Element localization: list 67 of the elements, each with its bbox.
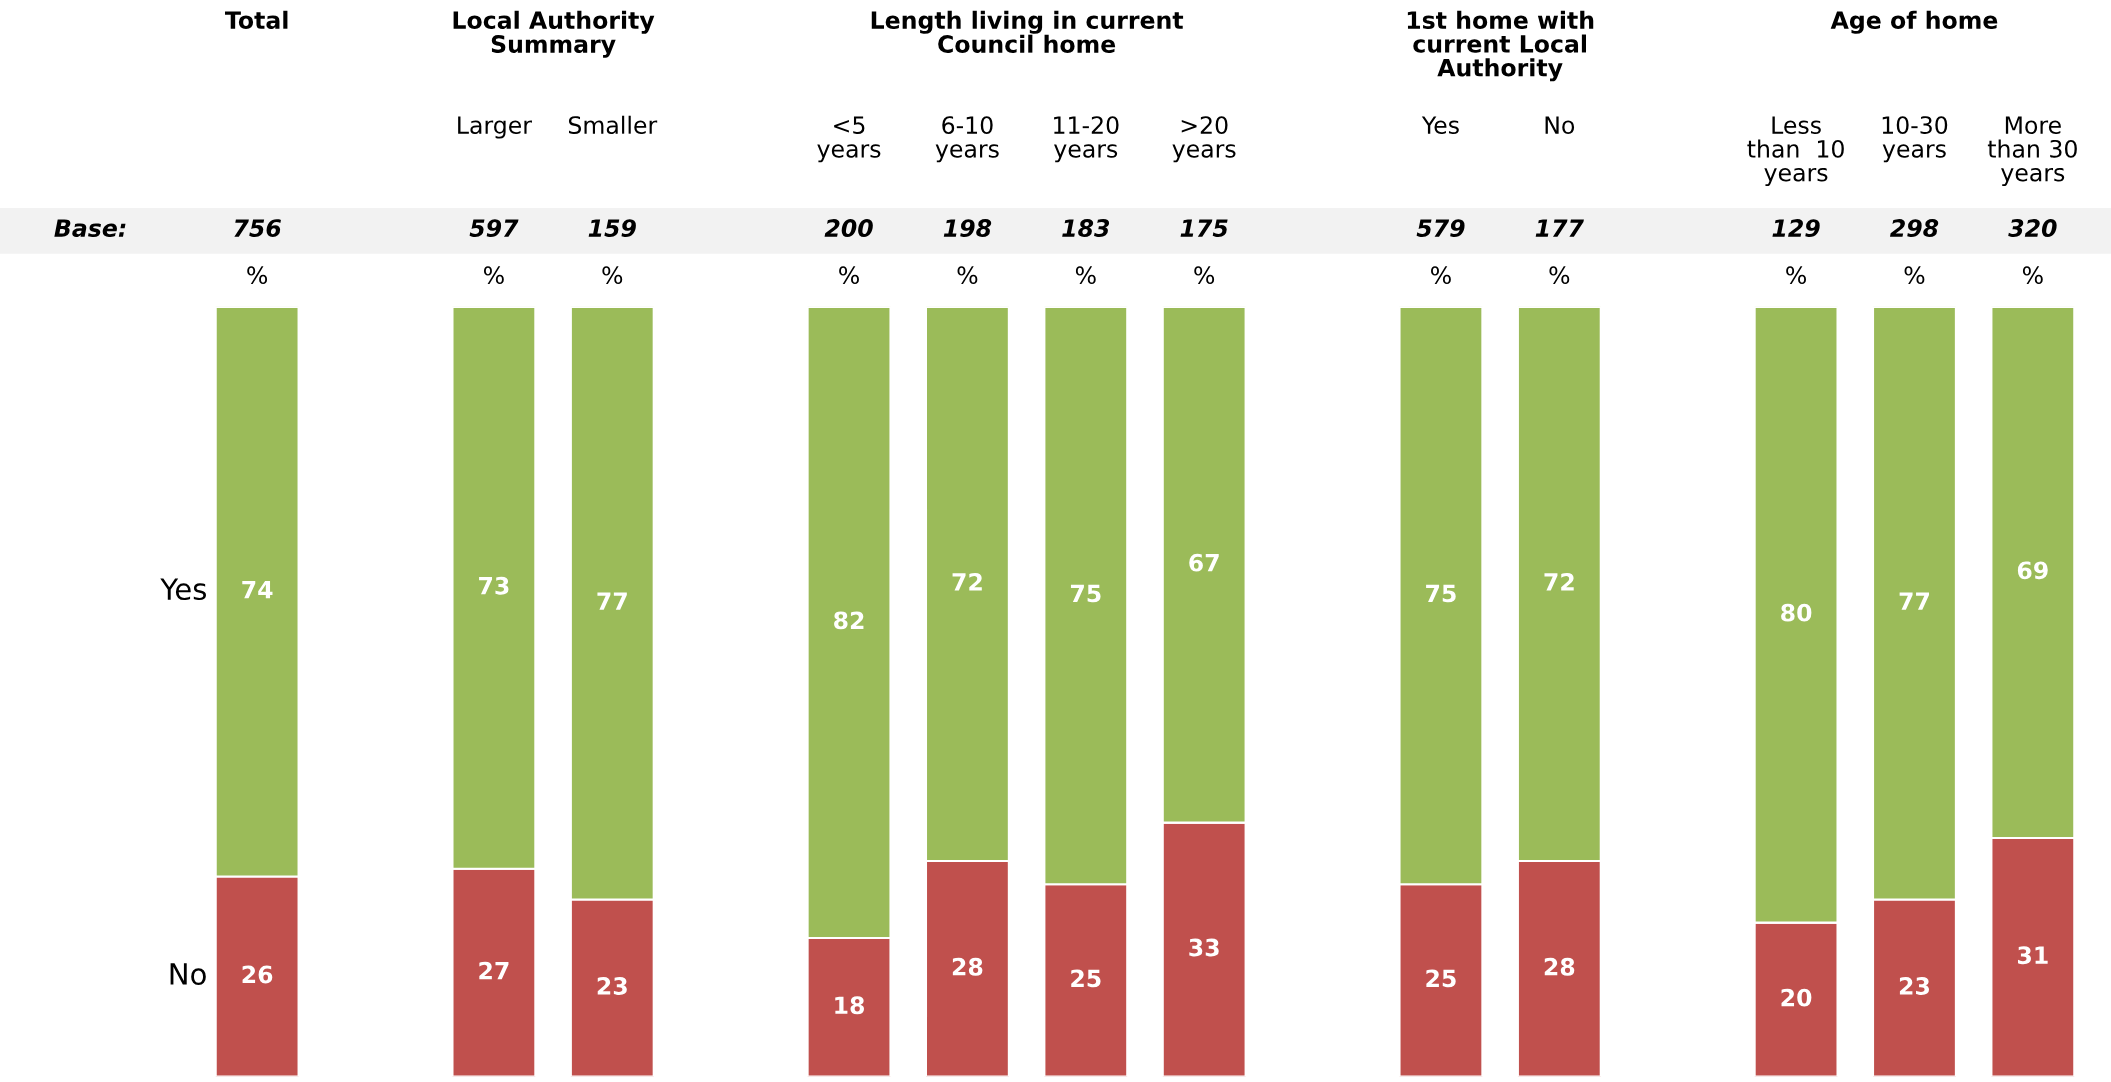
data-label: 25 [1426,969,1456,988]
x-tick-label: <5 years [817,116,881,163]
text: 298 [1890,219,1939,237]
text: 200 [824,219,873,237]
data-label: 31 [2018,946,2048,965]
text: Age of home [1830,10,1998,34]
text: % [957,266,978,285]
x-tick-label: Less than 10 years [1747,116,1844,187]
text: 175 [1180,219,1228,237]
text: 579 [1416,219,1465,237]
data-label: 23 [1899,977,1930,995]
text: Total [225,10,288,30]
data-label: 77 [597,592,627,610]
x-tick-label: Smaller [568,115,658,135]
text: % [483,266,504,285]
text: 177 [1535,219,1584,237]
text: % [1075,266,1096,285]
data-label: 82 [834,611,864,630]
text: % [1194,266,1215,285]
data-label: 80 [1781,603,1812,622]
data-label: 28 [1544,957,1575,976]
x-tick-label: More than 30 years [1987,116,2077,187]
text: 1st home with current Local Authority [1407,10,1594,82]
x-tick-label: 10-30 years [1882,116,1948,163]
data-label: 20 [1781,988,1812,1007]
text: Length living in current Council home [871,10,1184,53]
data-label: 28 [952,957,983,976]
data-label: 69 [2017,561,2048,580]
data-label: 77 [1899,592,1930,610]
x-tick-label: Larger [458,116,532,139]
text: 597 [469,219,519,237]
data-label: 67 [1189,553,1219,572]
text: % [1904,266,1925,285]
text: 198 [943,219,992,237]
data-label: 75 [1426,584,1456,603]
text: % [839,266,859,285]
data-label: 73 [479,576,509,595]
text: 183 [1062,219,1110,237]
data-label: 33 [1189,938,1219,957]
text: % [602,266,623,285]
x-tick-label: 11-20 years [1054,116,1119,163]
text: % [247,266,268,285]
data-label: 74 [242,580,273,599]
data-label: 26 [242,965,273,984]
data-label: 23 [597,977,627,995]
x-tick-label: Yes [1421,116,1459,135]
data-label: 25 [1071,969,1101,988]
x-tick-label: No [1545,116,1575,135]
series-label: No [170,963,206,986]
data-label: 75 [1070,584,1101,603]
data-label: 72 [952,572,982,591]
series-label: Yes [160,578,206,601]
text: 129 [1772,219,1820,237]
text: % [2022,266,2043,285]
text: Local Authority Summary [453,10,655,58]
data-label: 18 [835,996,865,1015]
text: 320 [2008,219,2057,237]
text: 159 [588,219,636,237]
data-label: 27 [479,961,509,980]
text: % [1786,266,1806,285]
text: Base: [54,219,126,237]
data-label: 72 [1544,572,1574,591]
text: 756 [234,219,281,237]
text: % [1549,266,1570,285]
x-tick-label: 6-10 years [935,116,999,163]
x-tick-label: >20 years [1172,116,1236,163]
text: % [1431,266,1451,285]
